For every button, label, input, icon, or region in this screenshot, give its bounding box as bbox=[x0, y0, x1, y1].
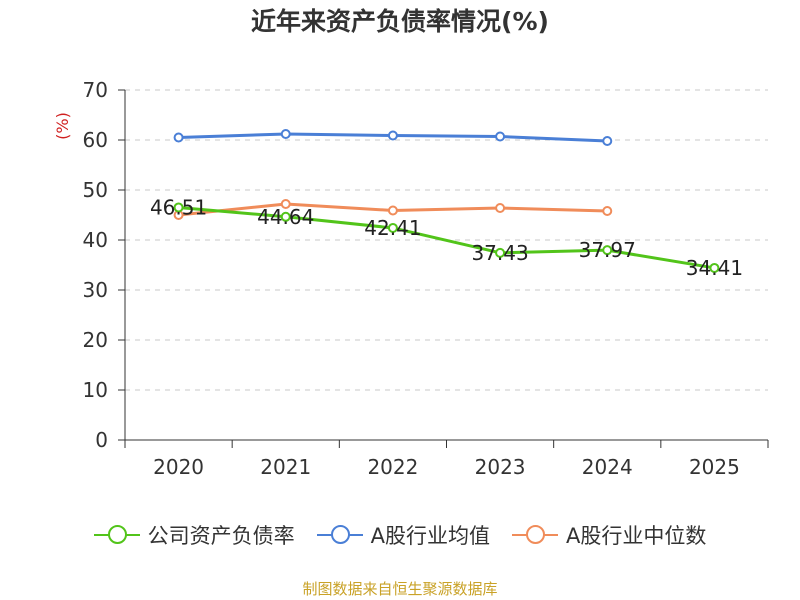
legend: 公司资产负债率 A股行业均值 A股行业中位数 bbox=[0, 520, 800, 550]
legend-label: A股行业中位数 bbox=[566, 524, 707, 548]
legend-label: 公司资产负债率 bbox=[147, 524, 295, 548]
legend-item[interactable]: 公司资产负债率 bbox=[93, 520, 295, 550]
line-chart: 0 10 20 30 40 50 60 70 2020 2021 2022 2023 2024 2025 (… bbox=[53, 78, 769, 479]
x-tick-label: 2024 bbox=[582, 455, 633, 479]
x-tick-label: 2020 bbox=[153, 455, 204, 479]
data-label: 42.41 bbox=[364, 216, 421, 240]
series-point bbox=[280, 199, 291, 209]
series-point bbox=[495, 203, 506, 213]
y-axis-label: (%) bbox=[53, 112, 72, 140]
y-tick-label: 10 bbox=[83, 378, 108, 402]
series-point bbox=[495, 247, 506, 258]
y-tick-label: 20 bbox=[83, 328, 108, 352]
data-label: 34.41 bbox=[686, 256, 743, 280]
series-point bbox=[602, 206, 613, 216]
axes: 0 10 20 30 40 50 60 70 2020 2021 2022 2023 2024 2025 (… bbox=[53, 78, 769, 479]
data-label: 46.51 bbox=[150, 195, 207, 219]
y-tick-label: 70 bbox=[83, 78, 108, 102]
y-tick-label: 50 bbox=[83, 178, 108, 202]
y-tick-label: 30 bbox=[83, 278, 108, 302]
series-point bbox=[387, 222, 398, 233]
data-label: 44.64 bbox=[257, 205, 314, 229]
series-point bbox=[280, 211, 291, 222]
legend-marker-icon bbox=[93, 525, 140, 544]
y-tick-label: 0 bbox=[95, 428, 108, 452]
data-labels: 46.51 44.64 42.41 37.43 37.97 34.41 bbox=[150, 195, 743, 280]
data-label: 37.97 bbox=[579, 238, 636, 262]
series-line bbox=[178, 205, 715, 270]
legend-label: A股行业均值 bbox=[370, 524, 490, 548]
y-tick-label: 60 bbox=[83, 128, 108, 152]
x-tick-label: 2021 bbox=[260, 455, 311, 479]
legend-marker-icon bbox=[316, 525, 363, 544]
series-point bbox=[173, 202, 184, 213]
series-point bbox=[280, 129, 291, 139]
series-point bbox=[602, 136, 613, 146]
series-point bbox=[387, 130, 398, 141]
source-footer: 制图数据来自恒生聚源数据库 bbox=[302, 580, 498, 598]
chart-title: 近年来资产负债率情况(%) bbox=[251, 7, 549, 36]
legend-marker-icon bbox=[512, 525, 558, 544]
legend-item[interactable]: A股行业均值 bbox=[316, 520, 490, 550]
series-point bbox=[495, 131, 506, 142]
x-tick-label: 2023 bbox=[475, 455, 526, 479]
x-tick-label: 2022 bbox=[367, 455, 418, 479]
series-point bbox=[387, 205, 398, 216]
y-tick-label: 40 bbox=[83, 228, 108, 252]
series-point bbox=[709, 262, 720, 273]
legend-item[interactable]: A股行业中位数 bbox=[512, 520, 706, 550]
x-tick-label: 2025 bbox=[689, 455, 740, 479]
series-point bbox=[602, 245, 613, 256]
data-label: 37.43 bbox=[471, 241, 528, 265]
series bbox=[173, 129, 720, 273]
series-point bbox=[173, 132, 184, 143]
